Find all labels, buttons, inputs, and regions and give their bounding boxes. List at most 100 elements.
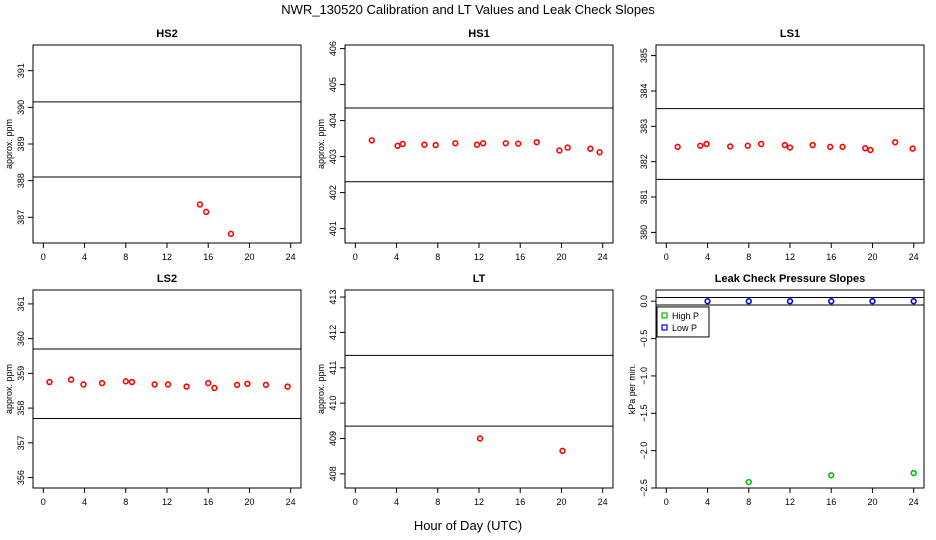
x-tick-label: 0 [664,497,669,507]
data-point [183,383,190,390]
y-tick-label: 358 [16,401,26,416]
y-tick-label: −1.5 [639,404,649,422]
y-tick-label: −2.0 [639,442,649,460]
data-point [596,149,603,156]
x-tick-label: 16 [203,252,213,262]
plot-frame [32,44,302,244]
data-point [909,145,916,152]
x-tick-label: 16 [515,497,525,507]
y-tick-label: 402 [328,185,338,200]
y-tick-label: −1.0 [639,367,649,385]
data-point [781,141,789,149]
data-point [98,379,106,387]
data-point [809,141,816,149]
data-point [867,146,874,154]
legend-label: Low P [672,323,697,333]
x-tick-label: 4 [705,252,710,262]
data-point [80,381,87,388]
x-tick-label: 24 [598,497,608,507]
y-tick-label: 411 [328,361,338,375]
data-point [128,378,136,386]
x-tick-label: 24 [909,497,919,507]
x-tick-label: 12 [162,252,172,262]
data-point [891,139,899,146]
chart-panel-4: LS2 0 4 8 12 16 20 24 356 357 358 359 360 361 approx. … [4,273,302,507]
data-point [122,378,129,385]
x-tick-label: 16 [203,497,213,507]
data-point [744,142,751,149]
data-point [910,298,917,305]
plot-frame [344,289,614,489]
data-point [556,147,563,154]
x-tick-label: 12 [474,252,484,262]
x-tick-label: 24 [909,252,919,262]
x-tick-label: 4 [82,252,87,262]
x-tick-label: 8 [123,252,128,262]
x-tick-label: 24 [286,252,296,262]
data-point [211,384,218,392]
legend-label: High P [672,311,699,321]
y-tick-label: 389 [16,136,26,151]
x-tick-label: 4 [82,497,87,507]
y-tick-label: 383 [639,119,649,134]
y-axis-label: approx. ppm [4,364,14,414]
x-tick-label: 8 [435,497,440,507]
x-tick-label: 8 [746,252,751,262]
x-tick-label: 20 [867,497,877,507]
data-point [786,144,794,151]
data-point [828,472,835,479]
data-point [674,143,681,151]
data-point [452,140,459,147]
y-tick-label: 390 [16,100,26,115]
panel-title: HS1 [468,28,489,40]
y-tick-label: 413 [328,290,338,305]
y-tick-label: 381 [639,190,649,205]
data-point [205,379,212,387]
y-tick-label: 405 [328,77,338,92]
x-tick-label: 8 [746,497,751,507]
y-axis-label: approx. ppm [316,119,326,169]
data-point [67,376,75,383]
x-tick-label: 0 [41,497,46,507]
chart-panel-2: HS1 0 4 8 12 16 20 24 401 402 403 404 405 406 approx. … [316,28,614,262]
y-tick-label: 391 [16,63,26,78]
y-tick-label: 382 [639,154,649,169]
data-point [697,142,704,149]
data-point [559,447,566,455]
y-tick-label: 361 [16,296,26,311]
plot-frame [655,44,925,244]
x-tick-label: 16 [515,252,525,262]
x-tick-label: 20 [556,497,566,507]
data-point [432,141,439,149]
data-point [704,298,711,305]
x-tick-label: 12 [785,497,795,507]
data-point [394,142,401,150]
y-tick-label: 356 [16,470,26,485]
y-axis-label: approx. ppm [4,119,14,169]
figure-x-axis-label: Hour of Day (UTC) [413,518,523,533]
data-point [473,141,481,148]
y-tick-label: 357 [16,435,26,450]
legend-key [661,312,668,319]
panel-title: LS2 [157,273,177,285]
x-tick-label: 8 [123,497,128,507]
y-tick-label: 384 [639,83,649,98]
y-tick-label: 359 [16,366,26,381]
data-point [910,469,917,477]
y-tick-label: 380 [639,225,649,240]
panel-title: HS2 [156,28,177,40]
data-point [262,381,270,389]
data-point [479,140,487,147]
data-point [757,140,765,148]
data-point [869,298,876,305]
chart-panel-6: Leak Check Pressure Slopes 0 4 8 12 16 20 24 0.0… [627,273,925,507]
x-tick-label: 8 [435,252,440,262]
y-tick-label: 360 [16,331,26,346]
x-tick-label: 24 [286,497,296,507]
x-tick-label: 24 [598,252,608,262]
data-point [399,140,406,148]
x-tick-label: 12 [162,497,172,507]
data-point [828,298,835,305]
data-point [826,143,834,151]
x-tick-label: 20 [556,252,566,262]
